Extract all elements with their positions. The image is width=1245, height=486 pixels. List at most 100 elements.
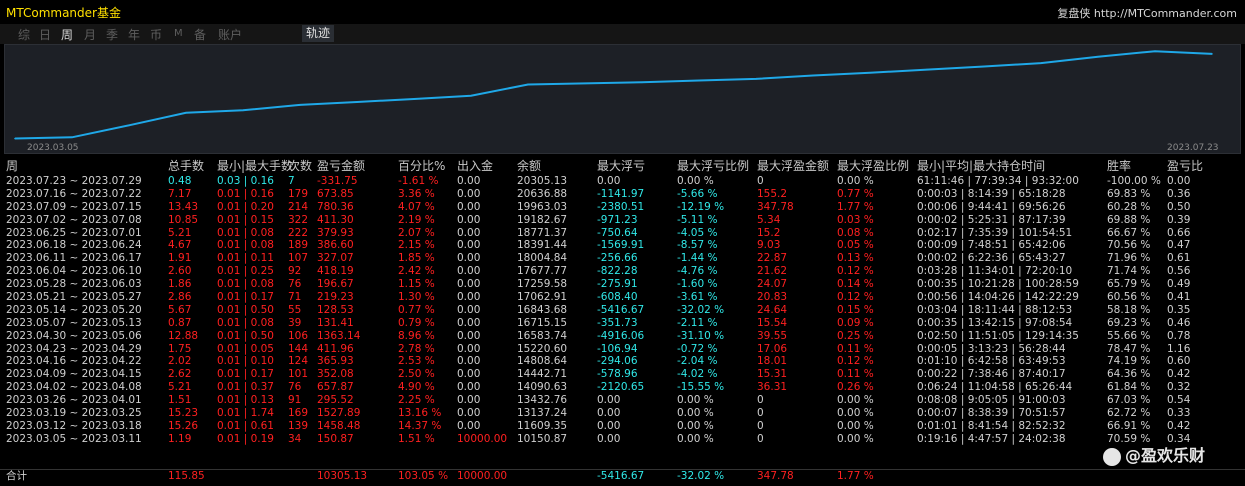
table-row[interactable]: 2023.05.14 ~ 2023.05.20 5.67 0.01 | 0.50 55… (0, 304, 1245, 317)
table-cell: 91 (288, 394, 302, 407)
column-header[interactable]: 总手数 (168, 159, 205, 173)
table-cell: 15220.60 (517, 342, 568, 355)
column-header[interactable]: 最小|平均|最大持仓时间 (917, 159, 1046, 173)
tab-track[interactable]: 轨迹 (302, 25, 335, 42)
table-cell: 4.90 % (398, 381, 435, 394)
column-header[interactable]: 胜率 (1107, 159, 1132, 173)
table-cell: 0.61 (1167, 252, 1191, 265)
column-header[interactable]: 最大浮盈金额 (757, 159, 830, 173)
tab-day[interactable]: 日 (39, 28, 52, 42)
table-row[interactable]: 2023.07.23 ~ 2023.07.29 0.48 0.03 | 0.16 7 -… (0, 175, 1245, 188)
tab-note[interactable]: 备 (194, 28, 207, 42)
table-cell: 0.00 (457, 419, 481, 432)
table-row[interactable]: 2023.04.09 ~ 2023.04.15 2.62 0.01 | 0.17 10… (0, 368, 1245, 381)
table-cell: 657.87 (317, 381, 354, 394)
table-cell: 0.01 | 0.17 (217, 291, 274, 304)
table-row[interactable]: 2023.07.02 ~ 2023.07.08 10.85 0.01 | 0.15 3… (0, 214, 1245, 227)
table-cell: 0:03:28 | 11:34:01 | 72:20:10 (917, 265, 1073, 278)
column-header[interactable]: 最大浮盈比例 (837, 159, 910, 173)
table-cell: 10.85 (168, 213, 199, 226)
table-cell: -5416.67 (597, 303, 645, 316)
table-cell: 295.52 (317, 394, 354, 407)
table-row[interactable]: 2023.06.25 ~ 2023.07.01 5.21 0.01 | 0.08 22… (0, 227, 1245, 240)
table-cell: 1.91 (168, 252, 192, 265)
table-cell: 0.48 (168, 175, 192, 187)
tab-currency[interactable]: 币 (150, 28, 163, 42)
table-cell: 0.00 (457, 239, 481, 252)
table-cell: 61:11:46 | 77:39:34 | 93:32:00 (917, 175, 1079, 187)
table-cell: 0.00 (457, 316, 481, 329)
table-cell: 0:01:10 | 6:42:58 | 63:49:53 (917, 355, 1066, 368)
total-lots: 115.85 (168, 470, 205, 482)
table-cell: 0.11 % (837, 368, 874, 381)
column-header[interactable]: 余额 (517, 159, 542, 173)
table-row[interactable]: 2023.04.16 ~ 2023.04.22 2.02 0.01 | 0.10 12… (0, 355, 1245, 368)
table-cell: 18.01 (757, 355, 788, 368)
column-header[interactable]: 最大浮亏比例 (677, 159, 750, 173)
table-cell: -4.05 % (677, 226, 718, 239)
table-cell: 12.88 (168, 329, 199, 342)
table-cell: 2023.03.19 ~ 2023.03.25 (6, 407, 142, 420)
table-row[interactable]: 2023.06.18 ~ 2023.06.24 4.67 0.01 | 0.08 18… (0, 239, 1245, 252)
table-cell: 0.56 (1167, 265, 1191, 278)
table-row[interactable]: 2023.07.09 ~ 2023.07.15 13.43 0.01 | 0.20 2… (0, 201, 1245, 214)
table-cell: 20305.13 (517, 175, 568, 187)
column-header[interactable]: 次数 (288, 159, 313, 173)
table-row[interactable]: 2023.05.07 ~ 2023.05.13 0.87 0.01 | 0.08 39… (0, 317, 1245, 330)
table-row[interactable]: 2023.03.19 ~ 2023.03.25 15.23 0.01 | 1.74 1… (0, 407, 1245, 420)
table-row[interactable]: 2023.05.28 ~ 2023.06.03 1.86 0.01 | 0.08 76… (0, 278, 1245, 291)
table-cell: 0.00 (457, 342, 481, 355)
column-header[interactable]: 周 (6, 159, 19, 173)
brand-link[interactable]: 复盘侠 http://MTCommander.com (1057, 7, 1237, 20)
table-row[interactable]: 2023.06.11 ~ 2023.06.17 1.91 0.01 | 0.11 10… (0, 252, 1245, 265)
table-cell: 24.07 (757, 278, 788, 291)
table-cell: 0:02:17 | 7:35:39 | 101:54:51 (917, 226, 1073, 239)
table-row[interactable]: 2023.03.12 ~ 2023.03.18 15.26 0.01 | 0.61 1… (0, 420, 1245, 433)
table-cell: 169 (288, 407, 309, 420)
table-row[interactable]: 2023.03.26 ~ 2023.04.01 1.51 0.01 | 0.13 91… (0, 394, 1245, 407)
column-header[interactable]: 百分比% (398, 159, 446, 173)
column-header[interactable]: 出入金 (457, 159, 494, 173)
tab-month[interactable]: 月 (84, 28, 97, 42)
column-header[interactable]: 最小|最大手数 (217, 159, 294, 173)
table-cell: 0.01 | 0.19 (217, 432, 274, 445)
table-cell: 2023.04.09 ~ 2023.04.15 (6, 368, 142, 381)
table-cell: 10150.87 (517, 432, 568, 445)
table-row[interactable]: 2023.05.21 ~ 2023.05.27 2.86 0.01 | 0.17 71… (0, 291, 1245, 304)
table-cell: 0.35 (1167, 303, 1191, 316)
table-cell: 411.30 (317, 213, 354, 226)
table-row[interactable]: 2023.04.30 ~ 2023.05.06 12.88 0.01 | 0.50 1… (0, 330, 1245, 343)
table-cell: 15.2 (757, 226, 781, 239)
table-cell: 0.00 % (677, 419, 714, 432)
table-cell: 0.01 | 1.74 (217, 407, 274, 420)
column-header[interactable]: 盈亏金额 (317, 159, 366, 173)
table-cell: 0.42 (1167, 419, 1191, 432)
tab-overview[interactable]: 综 (18, 28, 31, 42)
table-row[interactable]: 2023.06.04 ~ 2023.06.10 2.60 0.01 | 0.25 92… (0, 265, 1245, 278)
table-cell: 0.01 | 0.50 (217, 303, 274, 316)
table-row[interactable]: 2023.03.05 ~ 2023.03.11 1.19 0.01 | 0.19 34… (0, 433, 1245, 446)
table-cell: 0.01 | 0.08 (217, 239, 274, 252)
column-header[interactable]: 盈亏比 (1167, 159, 1204, 173)
table-cell: -4.02 % (677, 368, 718, 381)
table-cell: 76 (288, 381, 302, 394)
tab-m[interactable]: M (174, 28, 183, 39)
table-row[interactable]: 2023.04.23 ~ 2023.04.29 1.75 0.01 | 0.05 14… (0, 343, 1245, 356)
table-cell: 0.09 % (837, 316, 874, 329)
column-header[interactable]: 最大浮亏 (597, 159, 646, 173)
tab-year[interactable]: 年 (128, 28, 141, 42)
table-row[interactable]: 2023.07.16 ~ 2023.07.22 7.17 0.01 | 0.16 17… (0, 188, 1245, 201)
table-cell: 0.00 (1167, 175, 1191, 187)
table-cell: 0.01 | 0.25 (217, 265, 274, 278)
total-flow: 10000.00 (457, 470, 508, 482)
tab-account[interactable]: 账户 (218, 28, 243, 42)
table-cell: -31.10 % (677, 329, 725, 342)
table-cell: 62.72 % (1107, 407, 1151, 420)
table-cell: 0.01 | 0.08 (217, 316, 274, 329)
tab-quarter[interactable]: 季 (106, 28, 119, 42)
tab-week[interactable]: 周 (61, 28, 74, 42)
table-cell: 0.00 % (837, 407, 874, 420)
table-row[interactable]: 2023.04.02 ~ 2023.04.08 5.21 0.01 | 0.37 76… (0, 381, 1245, 394)
table-cell: -608.40 (597, 291, 638, 304)
table-cell: 0 (757, 394, 764, 407)
